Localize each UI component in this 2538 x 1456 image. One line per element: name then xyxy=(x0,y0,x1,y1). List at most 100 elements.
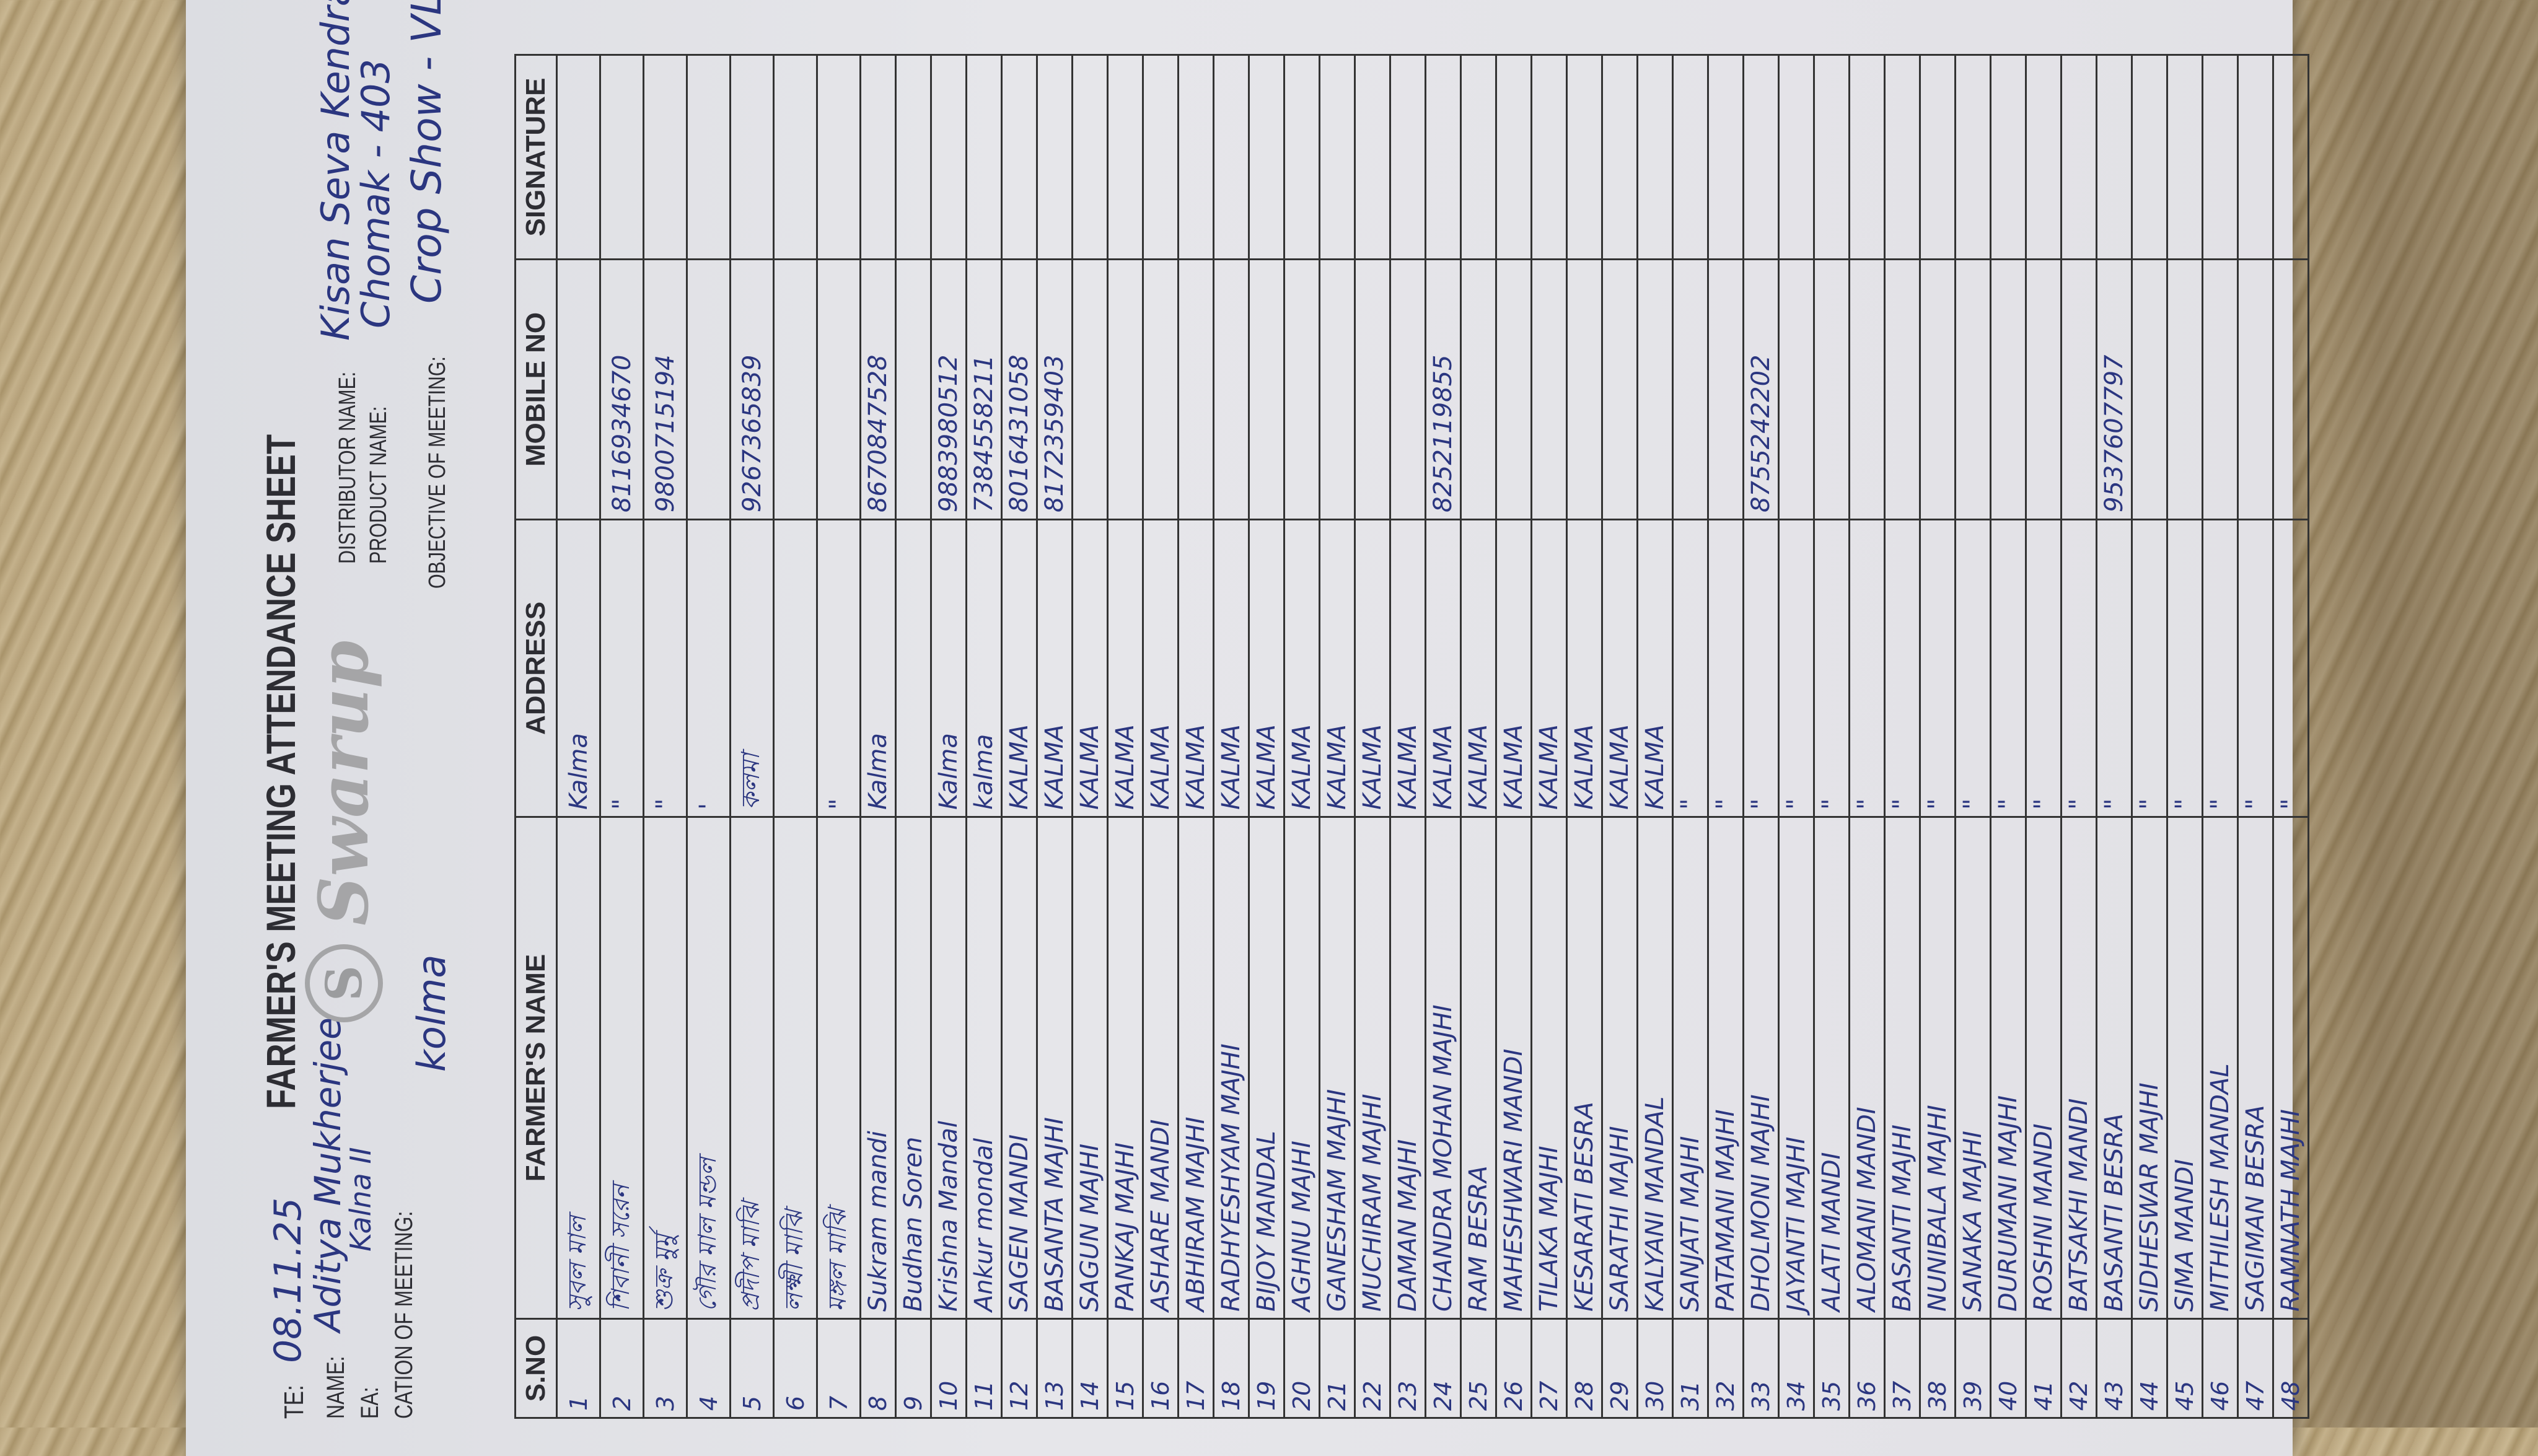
table-row: 38 NUNIBALA MAJHI " xyxy=(1920,55,1956,1418)
cell-farmer-name: Krishna Mandal xyxy=(931,817,967,1319)
cell-farmer-name: গৌর মাল মন্ডল xyxy=(687,817,731,1319)
cell-farmer-name: RAMNATH MAJHI xyxy=(2273,817,2309,1319)
cell-mobile xyxy=(1460,259,1496,520)
table-row: 10 Krishna Mandal Kalma 9883980512 xyxy=(931,55,967,1418)
cell-farmer-name: SANJATI MAJHI xyxy=(1672,817,1708,1319)
cell-mobile xyxy=(1319,259,1355,520)
cell-mobile xyxy=(773,259,817,520)
cell-mobile xyxy=(1708,259,1744,520)
cell-signature xyxy=(1072,55,1108,260)
cell-address: KALMA xyxy=(1390,519,1426,817)
cell-mobile xyxy=(1814,259,1850,520)
cell-mobile xyxy=(2237,259,2273,520)
cell-mobile: 8252119855 xyxy=(1425,259,1461,520)
cell-farmer-name: AGHNU MAJHI xyxy=(1284,817,1320,1319)
cell-address: " xyxy=(2167,519,2203,817)
cell-address: KALMA xyxy=(1143,519,1179,817)
cell-sno: 39 xyxy=(1955,1318,1991,1418)
cell-farmer-name: শিবানী সরেন xyxy=(600,817,644,1319)
cell-sno: 10 xyxy=(931,1318,967,1418)
cell-farmer-name: প্রদীপ মাঝি xyxy=(730,817,774,1319)
table-header-row: S.NO FARMER'S NAME ADDRESS MOBILE NO SIG… xyxy=(515,55,557,1418)
cell-farmer-name: সুবল মাল xyxy=(556,817,600,1319)
cell-signature xyxy=(2273,55,2309,260)
product-label: PRODUCT NAME: xyxy=(366,406,392,564)
table-row: 6 লক্ষ্মী মাঝি xyxy=(773,55,817,1418)
cell-farmer-name: BIJOY MANDAL xyxy=(1249,817,1284,1319)
cell-address: " xyxy=(1743,519,1779,817)
cell-mobile xyxy=(1920,259,1956,520)
cell-mobile xyxy=(1143,259,1179,520)
cell-address: " xyxy=(600,519,644,817)
cell-mobile xyxy=(2026,259,2062,520)
column-header-farmer-name: FARMER'S NAME xyxy=(515,817,557,1319)
cell-mobile xyxy=(556,259,600,520)
cell-signature xyxy=(1814,55,1850,260)
cell-signature xyxy=(2237,55,2273,260)
cell-mobile xyxy=(1072,259,1108,520)
cell-address: Kalma xyxy=(931,519,967,817)
column-header-sno: S.NO xyxy=(515,1318,557,1418)
cell-address: " xyxy=(1884,519,1920,817)
cell-sno: 47 xyxy=(2237,1318,2273,1418)
cell-mobile: 8172359403 xyxy=(1037,259,1073,520)
cell-farmer-name: SARATHI MAJHI xyxy=(1602,817,1638,1319)
cell-sno: 27 xyxy=(1531,1318,1567,1418)
cell-mobile: 9267365839 xyxy=(730,259,774,520)
cell-sno: 18 xyxy=(1213,1318,1249,1418)
cell-signature xyxy=(895,55,931,260)
cell-signature xyxy=(1708,55,1744,260)
cell-signature xyxy=(643,55,687,260)
cell-address: KALMA xyxy=(1001,519,1037,817)
cell-address: " xyxy=(1672,519,1708,817)
table-row: 46 MITHILESH MANDAL " xyxy=(2202,55,2238,1418)
cell-farmer-name: KESARATI BESRA xyxy=(1566,817,1602,1319)
cell-mobile: 9883980512 xyxy=(931,259,967,520)
cell-mobile: 8116934670 xyxy=(600,259,644,520)
cell-address: KALMA xyxy=(1037,519,1073,817)
area-label: EA: xyxy=(356,1387,384,1419)
cell-farmer-name: SAGIMAN BESRA xyxy=(2237,817,2273,1319)
cell-address: " xyxy=(2026,519,2062,817)
cell-farmer-name: GANESHAM MAJHI xyxy=(1319,817,1355,1319)
cell-signature xyxy=(1955,55,1991,260)
cell-signature xyxy=(1143,55,1179,260)
cell-address: কলমা xyxy=(730,519,774,817)
cell-address: " xyxy=(2237,519,2273,817)
cell-mobile xyxy=(2202,259,2238,520)
cell-address: " xyxy=(2096,519,2132,817)
cell-address: " xyxy=(2202,519,2238,817)
cell-sno: 19 xyxy=(1249,1318,1284,1418)
table-row: 29 SARATHI MAJHI KALMA xyxy=(1602,55,1638,1418)
cell-signature xyxy=(1672,55,1708,260)
cell-address: KALMA xyxy=(1072,519,1108,817)
table-row: 8 Sukram mandi Kalma 8670847528 xyxy=(860,55,896,1418)
cell-signature xyxy=(730,55,774,260)
cell-address xyxy=(773,519,817,817)
cell-sno: 35 xyxy=(1814,1318,1850,1418)
cell-sno: 22 xyxy=(1355,1318,1390,1418)
cell-mobile xyxy=(1107,259,1143,520)
cell-signature xyxy=(1178,55,1214,260)
table-row: 23 DAMAN MAJHI KALMA xyxy=(1390,55,1426,1418)
cell-sno: 46 xyxy=(2202,1318,2238,1418)
cell-mobile xyxy=(1672,259,1708,520)
column-header-signature: SIGNATURE xyxy=(515,55,557,260)
cell-farmer-name: SAGUN MAJHI xyxy=(1072,817,1108,1319)
cell-address: KALMA xyxy=(1425,519,1461,817)
cell-sno: 38 xyxy=(1920,1318,1956,1418)
cell-farmer-name: ALATI MANDI xyxy=(1814,817,1850,1319)
cell-address: KALMA xyxy=(1496,519,1532,817)
cell-address: " xyxy=(2061,519,2097,817)
table-row: 30 KALYANI MANDAL KALMA xyxy=(1637,55,1673,1418)
cell-farmer-name: BASANTI BESRA xyxy=(2096,817,2132,1319)
cell-mobile xyxy=(1390,259,1426,520)
cell-address: " xyxy=(817,519,861,817)
cell-farmer-name: MITHILESH MANDAL xyxy=(2202,817,2238,1319)
cell-signature xyxy=(687,55,731,260)
attendance-table: S.NO FARMER'S NAME ADDRESS MOBILE NO SIG… xyxy=(514,54,2309,1419)
cell-address: kalma xyxy=(966,519,1002,817)
cell-farmer-name: RADHYESHYAM MAJHI xyxy=(1213,817,1249,1319)
cell-address: " xyxy=(643,519,687,817)
cell-mobile xyxy=(1213,259,1249,520)
